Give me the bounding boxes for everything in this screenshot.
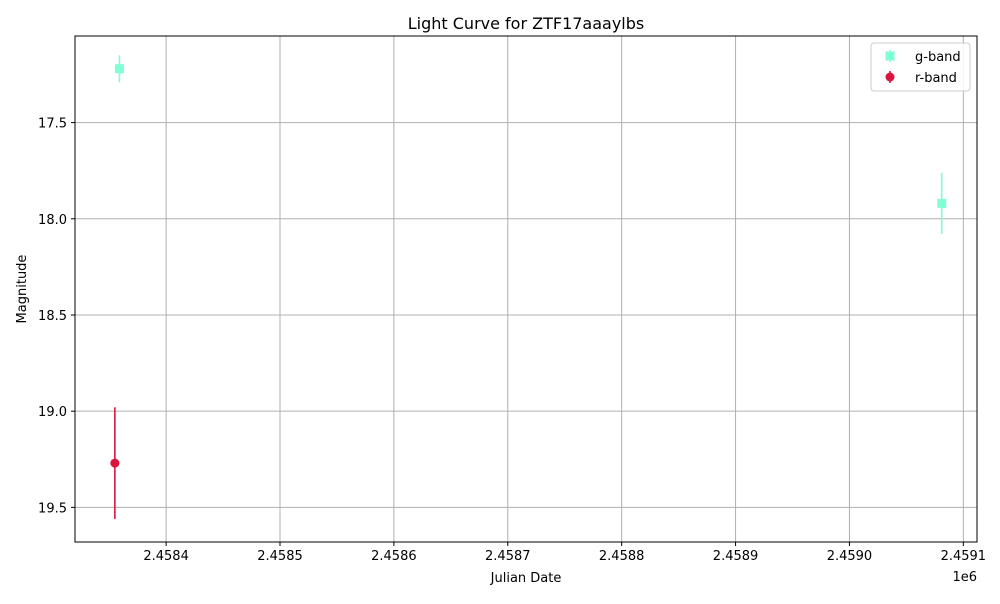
- legend-label: r-band: [915, 71, 957, 86]
- y-tick-label: 18.0: [38, 213, 67, 228]
- y-axis-ticks: 17.5 18.0 18.5 19.0 19.5: [38, 117, 75, 516]
- x-axis-label: Julian Date: [490, 571, 562, 586]
- y-tick-label: 19.5: [38, 501, 67, 516]
- g-band-series: [114, 55, 947, 235]
- x-tick-label: 2.4586: [371, 549, 417, 564]
- legend-item: g-band: [885, 50, 961, 65]
- plot-frame: [74, 35, 978, 543]
- data-series: [110, 55, 947, 519]
- grid: [75, 36, 977, 542]
- x-tick-label: 2.4584: [143, 549, 189, 564]
- legend-item: r-band: [885, 71, 957, 86]
- y-axis-label: Magnitude: [15, 255, 30, 324]
- x-tick-label: 2.4585: [257, 549, 303, 564]
- x-axis-offset-label: 1e6: [952, 570, 977, 585]
- legend-box: [870, 42, 971, 92]
- y-tick-label: 19.0: [38, 405, 67, 420]
- r-band-series: [110, 407, 120, 519]
- y-tick-label: 18.5: [38, 309, 67, 324]
- legend-marker: [885, 72, 895, 82]
- x-tick-label: 2.4590: [827, 549, 873, 564]
- legend-label: g-band: [915, 50, 961, 65]
- legend: g-band r-band: [870, 42, 971, 92]
- x-tick-label: 2.4591: [941, 549, 987, 564]
- x-tick-label: 2.4589: [713, 549, 759, 564]
- x-tick-label: 2.4588: [599, 549, 645, 564]
- legend-marker: [885, 51, 895, 61]
- y-tick-label: 17.5: [38, 117, 67, 132]
- x-axis-ticks: 2.4584 2.4585 2.4586 2.4587 2.4588 2.4589 2.45…: [143, 542, 986, 564]
- data-point: [937, 198, 947, 208]
- x-tick-label: 2.4587: [485, 549, 531, 564]
- chart-title: Light Curve for ZTF17aaaylbs: [408, 14, 645, 33]
- data-point: [110, 458, 120, 468]
- data-point: [114, 64, 124, 74]
